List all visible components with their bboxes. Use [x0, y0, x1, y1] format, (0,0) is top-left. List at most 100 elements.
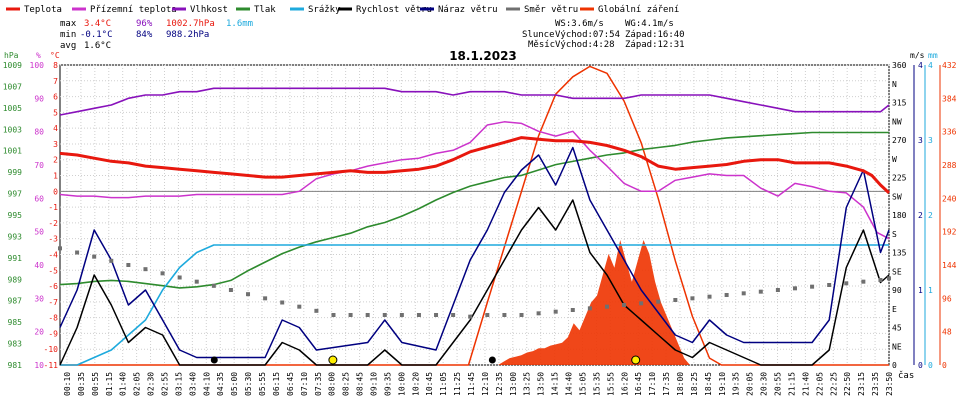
pressure-tick: 1003 [3, 125, 22, 134]
stat-avg-temp: 1.6°C [84, 41, 111, 51]
legend-label: Globální záření [598, 5, 679, 15]
sunset-marker [631, 355, 641, 365]
axes: 00:10 00:35 00:55 01:15 01:40 02:05 02:30 02:55… [3, 51, 957, 396]
wind-dir-point [416, 313, 421, 317]
x-tick-label: 18:25 [690, 372, 699, 396]
x-tick-label: 10:20 [411, 372, 420, 396]
solar-tick: 48 [942, 328, 952, 337]
x-tick-label: 09:35 [383, 372, 392, 396]
wind-dir-point [143, 267, 148, 272]
moonset-marker [488, 356, 496, 364]
temperature-tick: -8 [48, 314, 58, 323]
wind-dir-point [724, 293, 729, 297]
wind-dir-point [451, 313, 456, 317]
wind-dir-point [792, 286, 797, 291]
humidity-tick: 70 [34, 161, 44, 170]
wind-dir-tick: SE [892, 267, 902, 276]
humidity-tick: 20 [34, 328, 44, 337]
wind-dir-point [604, 304, 609, 309]
temperature-axis-label: °C [50, 51, 60, 60]
wind-dir-point [741, 291, 746, 296]
wind-dir-tick: E [892, 305, 897, 314]
legend-label: Tlak [254, 5, 276, 15]
pressure-tick: 997 [8, 190, 23, 199]
wind-speed-tick: 3 [918, 136, 923, 145]
solar-tick: 144 [942, 261, 957, 270]
stat-min-label: min [60, 30, 76, 40]
wind-dir-tick: 180 [892, 211, 907, 220]
pressure-tick: 989 [8, 275, 23, 284]
humidity-tick: 80 [34, 128, 44, 137]
plot-frame [59, 64, 890, 366]
sunrise-marker [328, 355, 338, 365]
x-tick-label: 17:10 [648, 372, 657, 396]
x-tick-label: 19:10 [718, 372, 727, 396]
series-line-rychlost-větru [59, 199, 890, 366]
temperature-tick: 7 [53, 77, 58, 86]
x-tick-label: 13:25 [523, 372, 532, 396]
wind-dir-tick: 135 [892, 249, 907, 258]
wind-dir-tick: 45 [892, 324, 902, 333]
wind-dir-point [827, 283, 832, 287]
wind-dir-tick: SW [892, 192, 902, 201]
stat-max-rain: 1.6mm [226, 19, 253, 29]
temperature-tick: -6 [48, 282, 58, 291]
x-tick-label: 18:45 [704, 372, 713, 396]
wind-dir-tick: N [892, 80, 897, 89]
wind-speed-tick: 2 [918, 211, 923, 220]
x-tick-label: 12:35 [495, 372, 504, 396]
wind-dir-point [887, 276, 891, 281]
wind-dir-tick: S [892, 230, 897, 239]
humidity-tick: 50 [34, 228, 44, 237]
x-tick-label: 05:30 [244, 372, 253, 396]
pressure-tick: 985 [8, 318, 23, 327]
solar-tick: 0 [942, 361, 947, 370]
temperature-tick: 3 [53, 140, 58, 149]
wind-dir-point [331, 313, 336, 317]
legend-label: Teplota [24, 5, 62, 15]
temperature-tick: -9 [48, 329, 58, 338]
temperature-tick: -3 [48, 235, 58, 244]
x-tick-label: 11:05 [439, 372, 448, 396]
wind-dir-tick: 90 [892, 286, 902, 295]
solar-tick: 336 [942, 128, 957, 137]
temperature-tick: -2 [48, 219, 58, 228]
x-axis-label: čas [898, 370, 914, 381]
x-tick-label: 04:10 [202, 372, 211, 396]
x-tick-label: 01:15 [105, 372, 114, 396]
solar-tick: 288 [942, 161, 957, 170]
stat-max-label: max [60, 19, 77, 29]
solar-tick: 432 [942, 61, 957, 70]
wind-dir-point [861, 279, 866, 284]
wind-dir-tick: 0 [892, 361, 897, 370]
wind-dir-point [673, 298, 678, 302]
wind-dir-point [536, 311, 541, 316]
solar-tick: 96 [942, 294, 952, 303]
x-tick-label: 00:10 [63, 372, 72, 396]
temperature-tick: 2 [53, 156, 58, 165]
x-tick-label: 11:25 [453, 372, 462, 396]
humidity-tick: 10 [34, 361, 44, 370]
x-tick-label: 06:15 [272, 372, 281, 396]
pressure-tick: 999 [8, 168, 23, 177]
x-tick-label: 16:20 [620, 372, 629, 396]
humidity-tick: 90 [34, 94, 44, 103]
wind-dir-tick: 225 [892, 174, 907, 183]
temperature-tick: -10 [44, 345, 59, 354]
wind-dir-tick: 315 [892, 99, 907, 108]
wind-dir-tick: 360 [892, 61, 907, 70]
wind-speed-tick: 1 [918, 286, 923, 295]
wind-dir-point [399, 313, 404, 317]
x-tick-label: 15:05 [578, 372, 587, 396]
sun-label: Slunce [522, 30, 555, 40]
series-line-vlhkost [59, 87, 890, 116]
x-tick-label: 07:35 [314, 372, 323, 396]
x-tick-label: 18:00 [676, 372, 685, 396]
x-tick-label: 22:05 [815, 372, 824, 396]
temperature-tick: -7 [48, 298, 58, 307]
x-tick-label: 20:05 [746, 372, 755, 396]
humidity-tick: 60 [34, 194, 44, 203]
x-tick-label: 06:45 [286, 372, 295, 396]
humidity-axis-label: % [36, 51, 41, 60]
wind-dir-point [570, 308, 575, 312]
